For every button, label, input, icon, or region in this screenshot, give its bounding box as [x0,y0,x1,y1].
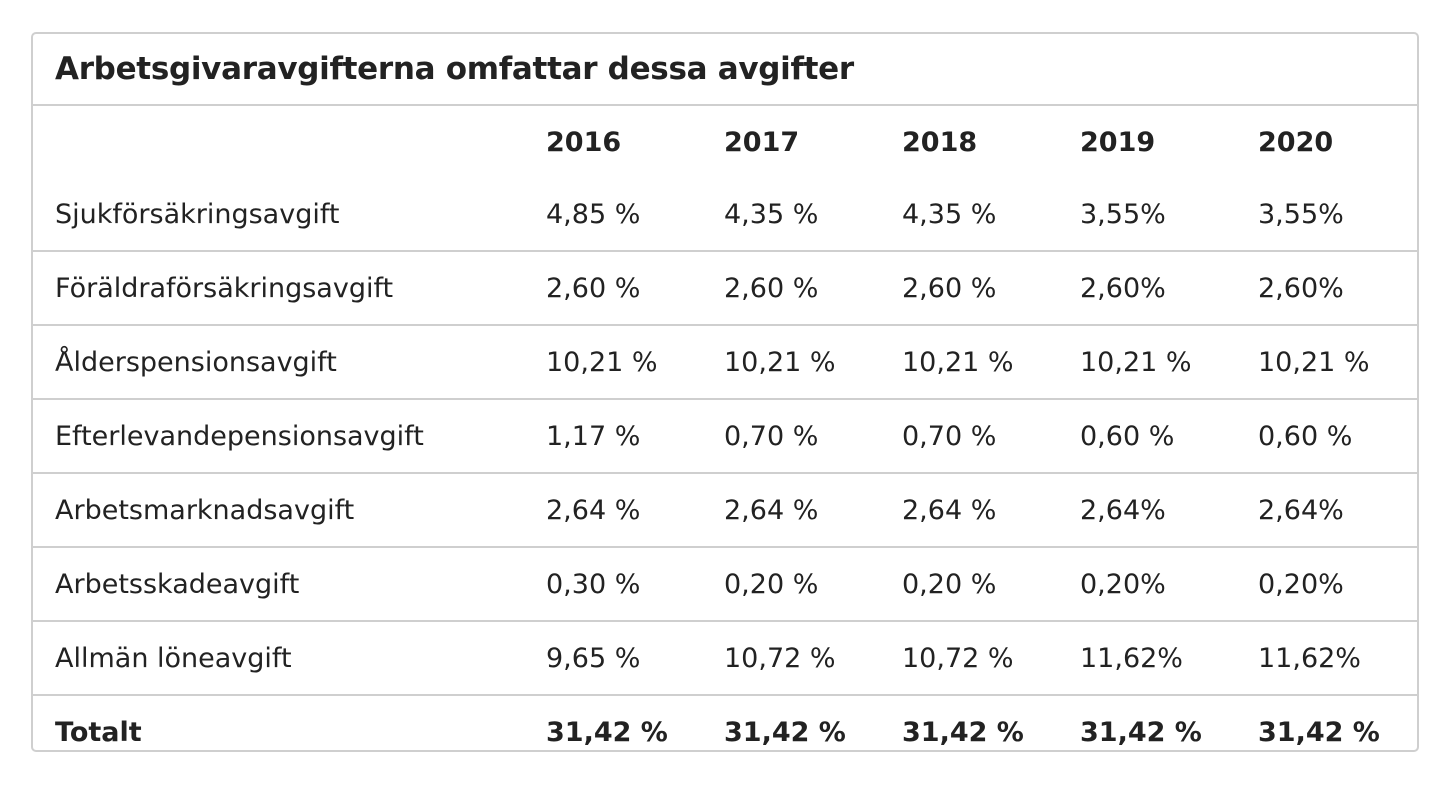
row-label: Efterlevandepensionsavgift [33,399,525,474]
value-cell: 4,35 % [703,178,881,252]
row-label: Allmän löneavgift [33,621,525,696]
value-cell: 2,60 % [525,251,703,326]
value-cell: 0,60 % [1059,399,1237,474]
table-row: Ålderspensionsavgift 10,21 % 10,21 % 10,… [33,325,1417,400]
value-cell: 10,72 % [881,621,1059,696]
value-cell: 0,70 % [703,399,881,474]
value-cell: 0,20% [1237,547,1417,622]
value-cell: 2,60% [1059,251,1237,326]
header-label-cell [33,106,525,178]
value-cell: 2,60 % [703,251,881,326]
table-row: Allmän löneavgift 9,65 % 10,72 % 10,72 %… [33,621,1417,696]
year-header-2017: 2017 [724,126,800,158]
value-cell: 3,55% [1237,178,1417,252]
value-cell: 3,55% [1059,178,1237,252]
value-cell: 11,62% [1059,621,1237,696]
value-cell: 0,20% [1059,547,1237,622]
table-row: Arbetsmarknadsavgift 2,64 % 2,64 % 2,64 … [33,473,1417,548]
total-value-cell: 31,42 % [546,716,668,748]
row-label: Arbetsskadeavgift [33,547,525,622]
value-cell: 0,70 % [881,399,1059,474]
value-cell: 10,21 % [703,325,881,400]
value-cell: 0,30 % [525,547,703,622]
year-header-2018: 2018 [902,126,978,158]
year-header-2019: 2019 [1080,126,1156,158]
value-cell: 2,60 % [881,251,1059,326]
value-cell: 0,60 % [1237,399,1417,474]
value-cell: 1,17 % [525,399,703,474]
value-cell: 11,62% [1237,621,1417,696]
value-cell: 0,20 % [703,547,881,622]
row-label: Föräldraförsäkringsavgift [33,251,525,326]
year-header-2016: 2016 [546,126,622,158]
total-value-cell: 31,42 % [902,716,1024,748]
total-value-cell: 31,42 % [1258,716,1380,748]
value-cell: 10,21 % [1237,325,1417,400]
table-caption: Arbetsgivaravgifterna omfattar dessa avg… [33,34,1417,106]
table-row: Föräldraförsäkringsavgift 2,60 % 2,60 % … [33,251,1417,326]
value-cell: 2,64 % [881,473,1059,548]
total-value-cell: 31,42 % [1080,716,1202,748]
fees-table: 2016 2017 2018 2019 2020 Sjukförsäkrings… [33,106,1417,750]
value-cell: 9,65 % [525,621,703,696]
table-row: Arbetsskadeavgift 0,30 % 0,20 % 0,20 % 0… [33,547,1417,622]
value-cell: 2,60% [1237,251,1417,326]
value-cell: 4,35 % [881,178,1059,252]
value-cell: 10,21 % [881,325,1059,400]
value-cell: 10,72 % [703,621,881,696]
header-row: 2016 2017 2018 2019 2020 [33,106,1417,178]
value-cell: 10,21 % [1059,325,1237,400]
row-label: Sjukförsäkringsavgift [33,178,525,252]
total-value-cell: 31,42 % [724,716,846,748]
value-cell: 2,64% [1237,473,1417,548]
year-header-2020: 2020 [1258,126,1334,158]
value-cell: 0,20 % [881,547,1059,622]
fees-table-card: Arbetsgivaravgifterna omfattar dessa avg… [31,32,1419,752]
total-row: Totalt 31,42 % 31,42 % 31,42 % 31,42 % 3… [33,695,1417,750]
value-cell: 2,64% [1059,473,1237,548]
table-row: Sjukförsäkringsavgift 4,85 % 4,35 % 4,35… [33,178,1417,252]
row-label: Ålderspensionsavgift [33,325,525,400]
value-cell: 10,21 % [525,325,703,400]
row-label: Arbetsmarknadsavgift [33,473,525,548]
value-cell: 4,85 % [525,178,703,252]
value-cell: 2,64 % [525,473,703,548]
table-row: Efterlevandepensionsavgift 1,17 % 0,70 %… [33,399,1417,474]
total-label: Totalt [55,716,142,748]
value-cell: 2,64 % [703,473,881,548]
